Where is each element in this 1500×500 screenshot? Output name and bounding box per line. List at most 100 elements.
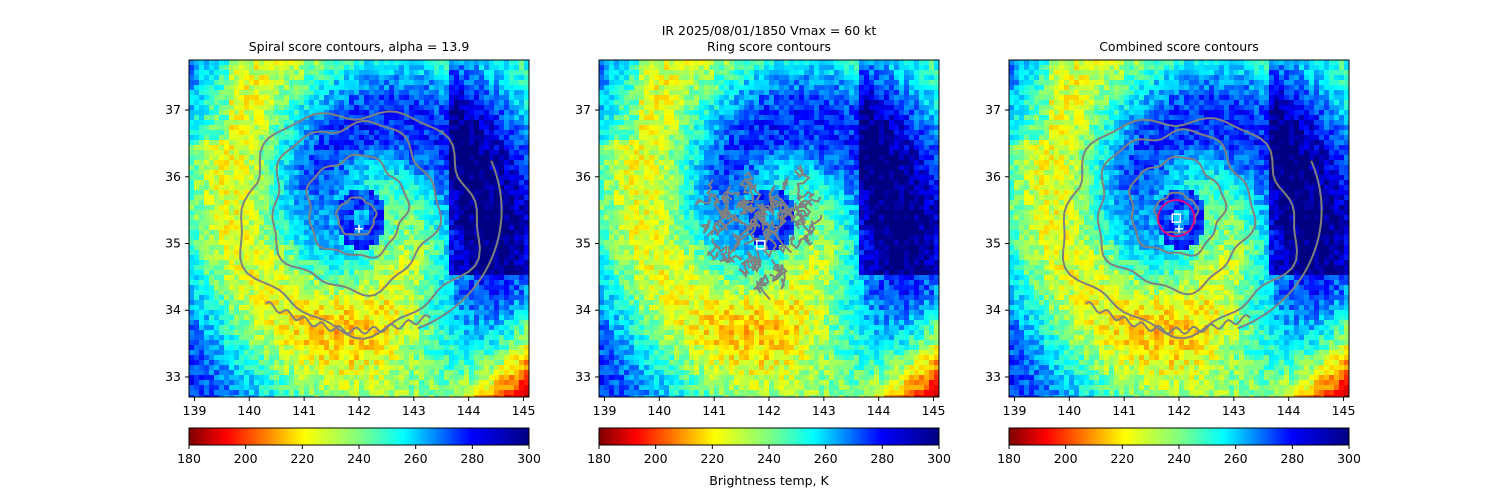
ring-contour [781, 175, 789, 191]
colorbar-tick-label: 180 [997, 451, 1021, 466]
x-tick-label: 141 [1112, 403, 1136, 418]
colorbar-gradient [1008, 427, 1350, 446]
colorbar-tick-label: 280 [1280, 451, 1304, 466]
colorbar-tick-label: 220 [700, 451, 724, 466]
colorbar-tick-label: 300 [517, 451, 541, 466]
ring-contour [746, 182, 762, 204]
colorbar-tick-label: 180 [587, 451, 611, 466]
x-tick-label: 144 [867, 403, 891, 418]
figure-title: IR 2025/08/01/1850 Vmax = 60 kt [662, 23, 877, 38]
contour-line [1085, 300, 1251, 336]
ir-image [1009, 60, 1349, 397]
colorbar-tick-label: 240 [1167, 451, 1191, 466]
colorbar: 180 200 220 240 260 280 300 [177, 427, 541, 466]
ring-contour [738, 177, 753, 194]
ring-contour [795, 190, 815, 202]
colorbar-tick-label: 260 [404, 451, 428, 466]
ring-contour [738, 219, 761, 230]
colorbar-gradient [188, 427, 530, 446]
x-tick-label: 139 [593, 403, 617, 418]
y-tick-label: 34 [985, 302, 1001, 317]
center-plus-marker [355, 224, 363, 233]
y-tick-label: 35 [985, 236, 1001, 251]
ring-contour [723, 211, 739, 223]
ring-contour [790, 213, 807, 227]
ring-contour [737, 200, 748, 216]
contour-line [239, 110, 481, 340]
panel-spiral: Spiral score contours, alpha = 13.9 139 14… [165, 39, 541, 466]
ring-contour [784, 208, 796, 222]
x-tick-label: 139 [1003, 403, 1027, 418]
colorbar-tick-label: 260 [814, 451, 838, 466]
ring-contour [762, 218, 780, 239]
panel-title: Combined score contours [1099, 39, 1259, 54]
ring-contour [753, 273, 770, 291]
contour-line [334, 196, 378, 236]
ir-image [189, 60, 529, 397]
x-tick-label: 140 [1057, 403, 1081, 418]
colorbar-label: Brightness temp, K [709, 473, 829, 488]
x-tick-label: 143 [1222, 403, 1246, 418]
ring-contour [771, 267, 786, 283]
contour-line [305, 153, 411, 259]
contour-line [1061, 117, 1299, 340]
ring-contour [752, 247, 762, 269]
x-tick-label: 143 [812, 403, 836, 418]
colorbar-tick-label: 200 [1054, 451, 1078, 466]
colorbar-tick-label: 280 [870, 451, 894, 466]
x-tick-label: 139 [183, 403, 207, 418]
ring-contour [746, 250, 760, 274]
ring-contour [755, 278, 771, 301]
ring-marker [1157, 199, 1196, 238]
contour-line [1128, 155, 1228, 257]
y-tick-label: 37 [985, 102, 1001, 117]
x-tick-label: 142 [1167, 403, 1191, 418]
colorbar-tick-label: 300 [927, 451, 951, 466]
x-tick-label: 142 [757, 403, 781, 418]
colorbar: 180 200 220 240 260 280 300 [587, 427, 951, 466]
x-tick-label: 142 [347, 403, 371, 418]
center-square-marker [1171, 213, 1182, 223]
ring-contour [768, 184, 776, 209]
ring-contour [746, 254, 762, 269]
ring-contour [796, 166, 811, 198]
ring-contour [761, 221, 772, 231]
colorbar-tick-label: 200 [644, 451, 668, 466]
x-tick-label: 141 [292, 403, 316, 418]
colorbar-gradient [598, 427, 940, 446]
ring-contour [707, 244, 719, 261]
colorbar-tick-label: 240 [757, 451, 781, 466]
x-tick-label: 145 [512, 403, 536, 418]
colorbar-tick-label: 180 [177, 451, 201, 466]
colorbar-tick-label: 260 [1224, 451, 1248, 466]
y-tick-label: 37 [575, 102, 591, 117]
ring-contour [802, 234, 813, 247]
x-tick-label: 144 [1277, 403, 1301, 418]
ring-contour [694, 193, 717, 206]
ring-contour [743, 171, 754, 188]
colorbar-tick-label: 240 [347, 451, 371, 466]
contour-line [271, 119, 443, 298]
ring-contour [713, 216, 743, 232]
y-tick-label: 33 [165, 369, 181, 384]
contour-line [265, 300, 431, 336]
ring-contour [743, 220, 760, 246]
ring-contour [740, 253, 752, 268]
panel-ring: Ring score contours 139 140 141 142 143 144 145… [575, 39, 951, 466]
y-tick-label: 37 [165, 102, 181, 117]
contour-line [1237, 160, 1323, 330]
colorbar: 180 200 220 240 260 280 300 [997, 427, 1361, 466]
ring-contour [758, 204, 774, 225]
y-tick-label: 34 [165, 302, 181, 317]
panel-combined: Combined score contours 139 140 141 142 143 14… [985, 39, 1361, 466]
ring-contour [808, 214, 823, 237]
ring-contour [720, 190, 741, 206]
ring-contour [765, 227, 778, 252]
ring-contour [727, 236, 744, 264]
ring-contour [753, 202, 767, 216]
center-square-marker [756, 240, 766, 250]
contour-line [417, 160, 503, 330]
ring-contour [788, 234, 802, 250]
colorbar-tick-label: 220 [1110, 451, 1134, 466]
ring-contour [738, 266, 750, 279]
